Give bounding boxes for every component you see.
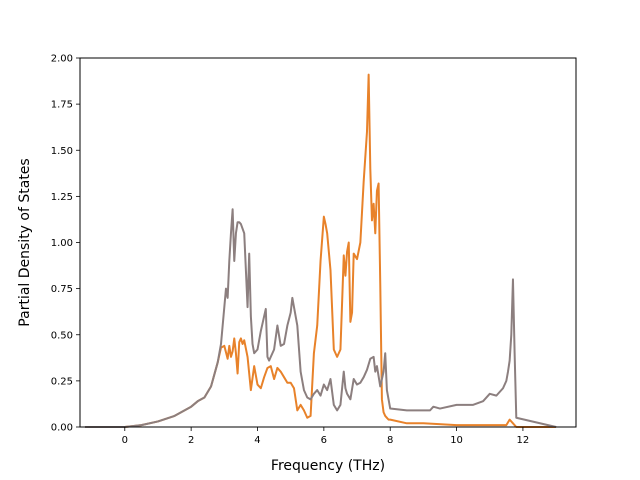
x-axis-ticks: 0 2 4 6 8 10 12 — [122, 427, 530, 446]
y-tick-label: 1.50 — [51, 146, 73, 157]
y-axis-label: Partial Density of States — [17, 158, 33, 326]
x-tick-label: 12 — [517, 435, 530, 446]
series-line-1 — [84, 73, 557, 428]
x-tick-label: 4 — [254, 435, 260, 446]
x-tick-label: 2 — [188, 435, 194, 446]
x-tick-label: 0 — [122, 435, 128, 446]
series-layer — [84, 73, 557, 428]
y-tick-label: 1.25 — [51, 192, 73, 203]
y-tick-label: 2.00 — [51, 54, 73, 65]
y-tick-label: 0.00 — [51, 423, 73, 434]
x-tick-label: 8 — [387, 435, 393, 446]
y-tick-label: 0.25 — [51, 376, 73, 387]
y-tick-label: 0.50 — [51, 330, 73, 341]
y-tick-label: 1.75 — [51, 100, 73, 111]
series-line-2 — [84, 208, 557, 428]
y-tick-label: 0.75 — [51, 284, 73, 295]
x-tick-label: 6 — [321, 435, 327, 446]
x-axis-label: Frequency (THz) — [271, 458, 385, 474]
x-tick-label: 10 — [450, 435, 463, 446]
y-axis-ticks: 0.00 0.25 0.50 0.75 1.00 1.25 1.50 1.75 2.00 — [51, 54, 80, 434]
y-tick-label: 1.00 — [51, 238, 73, 249]
